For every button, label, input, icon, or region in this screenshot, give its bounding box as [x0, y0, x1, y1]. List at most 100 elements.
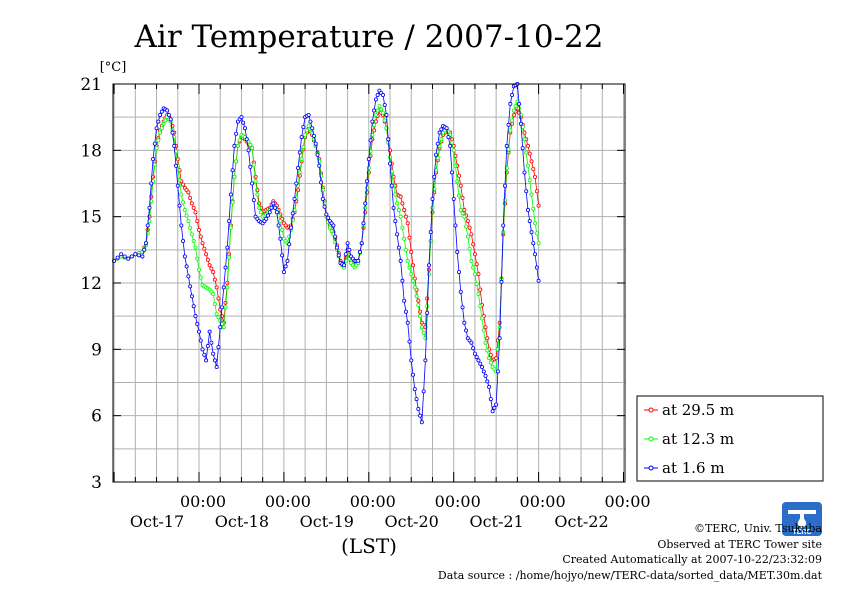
- series-point: [115, 255, 120, 260]
- series-point: [476, 272, 481, 277]
- series-point: [347, 247, 352, 252]
- series-point: [290, 211, 295, 216]
- series-point: [221, 285, 226, 290]
- series-point: [205, 257, 210, 262]
- series-point: [465, 234, 470, 239]
- series-point: [506, 147, 511, 152]
- series-point: [209, 340, 214, 345]
- series-point: [248, 164, 253, 169]
- y-tick-label: 21: [80, 75, 102, 95]
- series-point: [448, 143, 453, 148]
- legend-label: at 12.3 m: [662, 430, 734, 448]
- series-point: [356, 258, 361, 263]
- series-point: [145, 223, 150, 228]
- series-point: [458, 208, 463, 213]
- series-point: [525, 143, 530, 148]
- series-point: [414, 294, 419, 299]
- series-point: [451, 196, 456, 201]
- x-tick-date: Oct-22: [554, 512, 608, 531]
- series-point: [214, 311, 219, 316]
- series-point: [142, 247, 147, 252]
- series-point: [485, 336, 490, 341]
- series-point: [281, 269, 286, 274]
- series-point: [188, 225, 193, 230]
- series-point: [182, 208, 187, 213]
- series-point: [202, 246, 207, 251]
- series-point: [195, 219, 200, 224]
- series-point: [531, 206, 536, 211]
- series-point: [402, 208, 407, 213]
- series-point: [211, 351, 216, 356]
- series-point: [527, 219, 532, 224]
- series-point: [175, 183, 180, 188]
- observed-text: Observed at TERC Tower site: [657, 537, 822, 551]
- legend: at 29.5 m at 12.3 m at 1.6 m: [636, 395, 824, 482]
- series-point: [388, 161, 393, 166]
- y-tick-label: 18: [80, 141, 102, 161]
- series-point: [218, 318, 223, 323]
- series-point: [174, 163, 179, 168]
- copyright-text: ©TERC, Univ. Tsukuba: [693, 522, 822, 535]
- series-point: [221, 325, 226, 330]
- series-point: [467, 225, 472, 230]
- series-point: [418, 413, 423, 418]
- series-point: [165, 108, 170, 113]
- series-point: [499, 279, 504, 284]
- series-point: [457, 193, 462, 198]
- y-tick-label: 3: [91, 473, 102, 493]
- series-point: [472, 272, 477, 277]
- x-tick-date: Oct-20: [385, 512, 439, 531]
- series-point: [483, 373, 488, 378]
- series-point: [301, 145, 306, 150]
- series-point: [168, 117, 173, 122]
- series-point: [485, 348, 490, 353]
- series-point: [326, 215, 331, 220]
- series-point: [464, 328, 469, 333]
- series-point: [458, 289, 463, 294]
- series-point: [234, 159, 239, 164]
- series-point: [402, 236, 407, 241]
- series-point: [143, 241, 148, 246]
- series-point: [405, 221, 410, 226]
- series-point: [200, 347, 205, 352]
- series-point: [303, 132, 308, 137]
- series-point: [474, 355, 479, 360]
- series-point: [159, 126, 164, 131]
- series-point: [435, 141, 440, 146]
- series-point: [319, 180, 324, 185]
- series-point: [273, 205, 278, 210]
- series-point: [304, 128, 309, 133]
- series-point: [483, 340, 488, 345]
- series-point: [202, 352, 207, 357]
- series-point: [225, 245, 230, 250]
- series-point: [449, 140, 454, 145]
- series-point: [460, 305, 465, 310]
- series-point: [490, 409, 495, 414]
- series-layer: [112, 82, 541, 425]
- x-tick-time: 00:00: [265, 492, 311, 511]
- x-tick-time: 00:00: [180, 492, 226, 511]
- y-tick-label: 15: [80, 208, 102, 228]
- series-point: [377, 104, 382, 109]
- series-point: [198, 234, 203, 239]
- series-point: [265, 213, 270, 218]
- series-point: [188, 195, 193, 200]
- series-point: [342, 263, 347, 268]
- series-point: [372, 122, 377, 127]
- x-tick-date: Oct-17: [130, 512, 184, 531]
- series-point: [246, 148, 251, 153]
- series-point: [196, 227, 201, 232]
- series-point: [181, 182, 186, 187]
- series-point: [403, 309, 408, 314]
- series-point: [508, 128, 513, 133]
- series-point: [255, 192, 260, 197]
- series-point: [457, 269, 462, 274]
- series-point: [396, 208, 401, 213]
- series-point: [419, 420, 424, 425]
- series-point: [460, 211, 465, 216]
- series-point: [375, 108, 380, 113]
- series-point: [395, 201, 400, 206]
- series-point: [407, 339, 412, 344]
- series-point: [508, 101, 513, 106]
